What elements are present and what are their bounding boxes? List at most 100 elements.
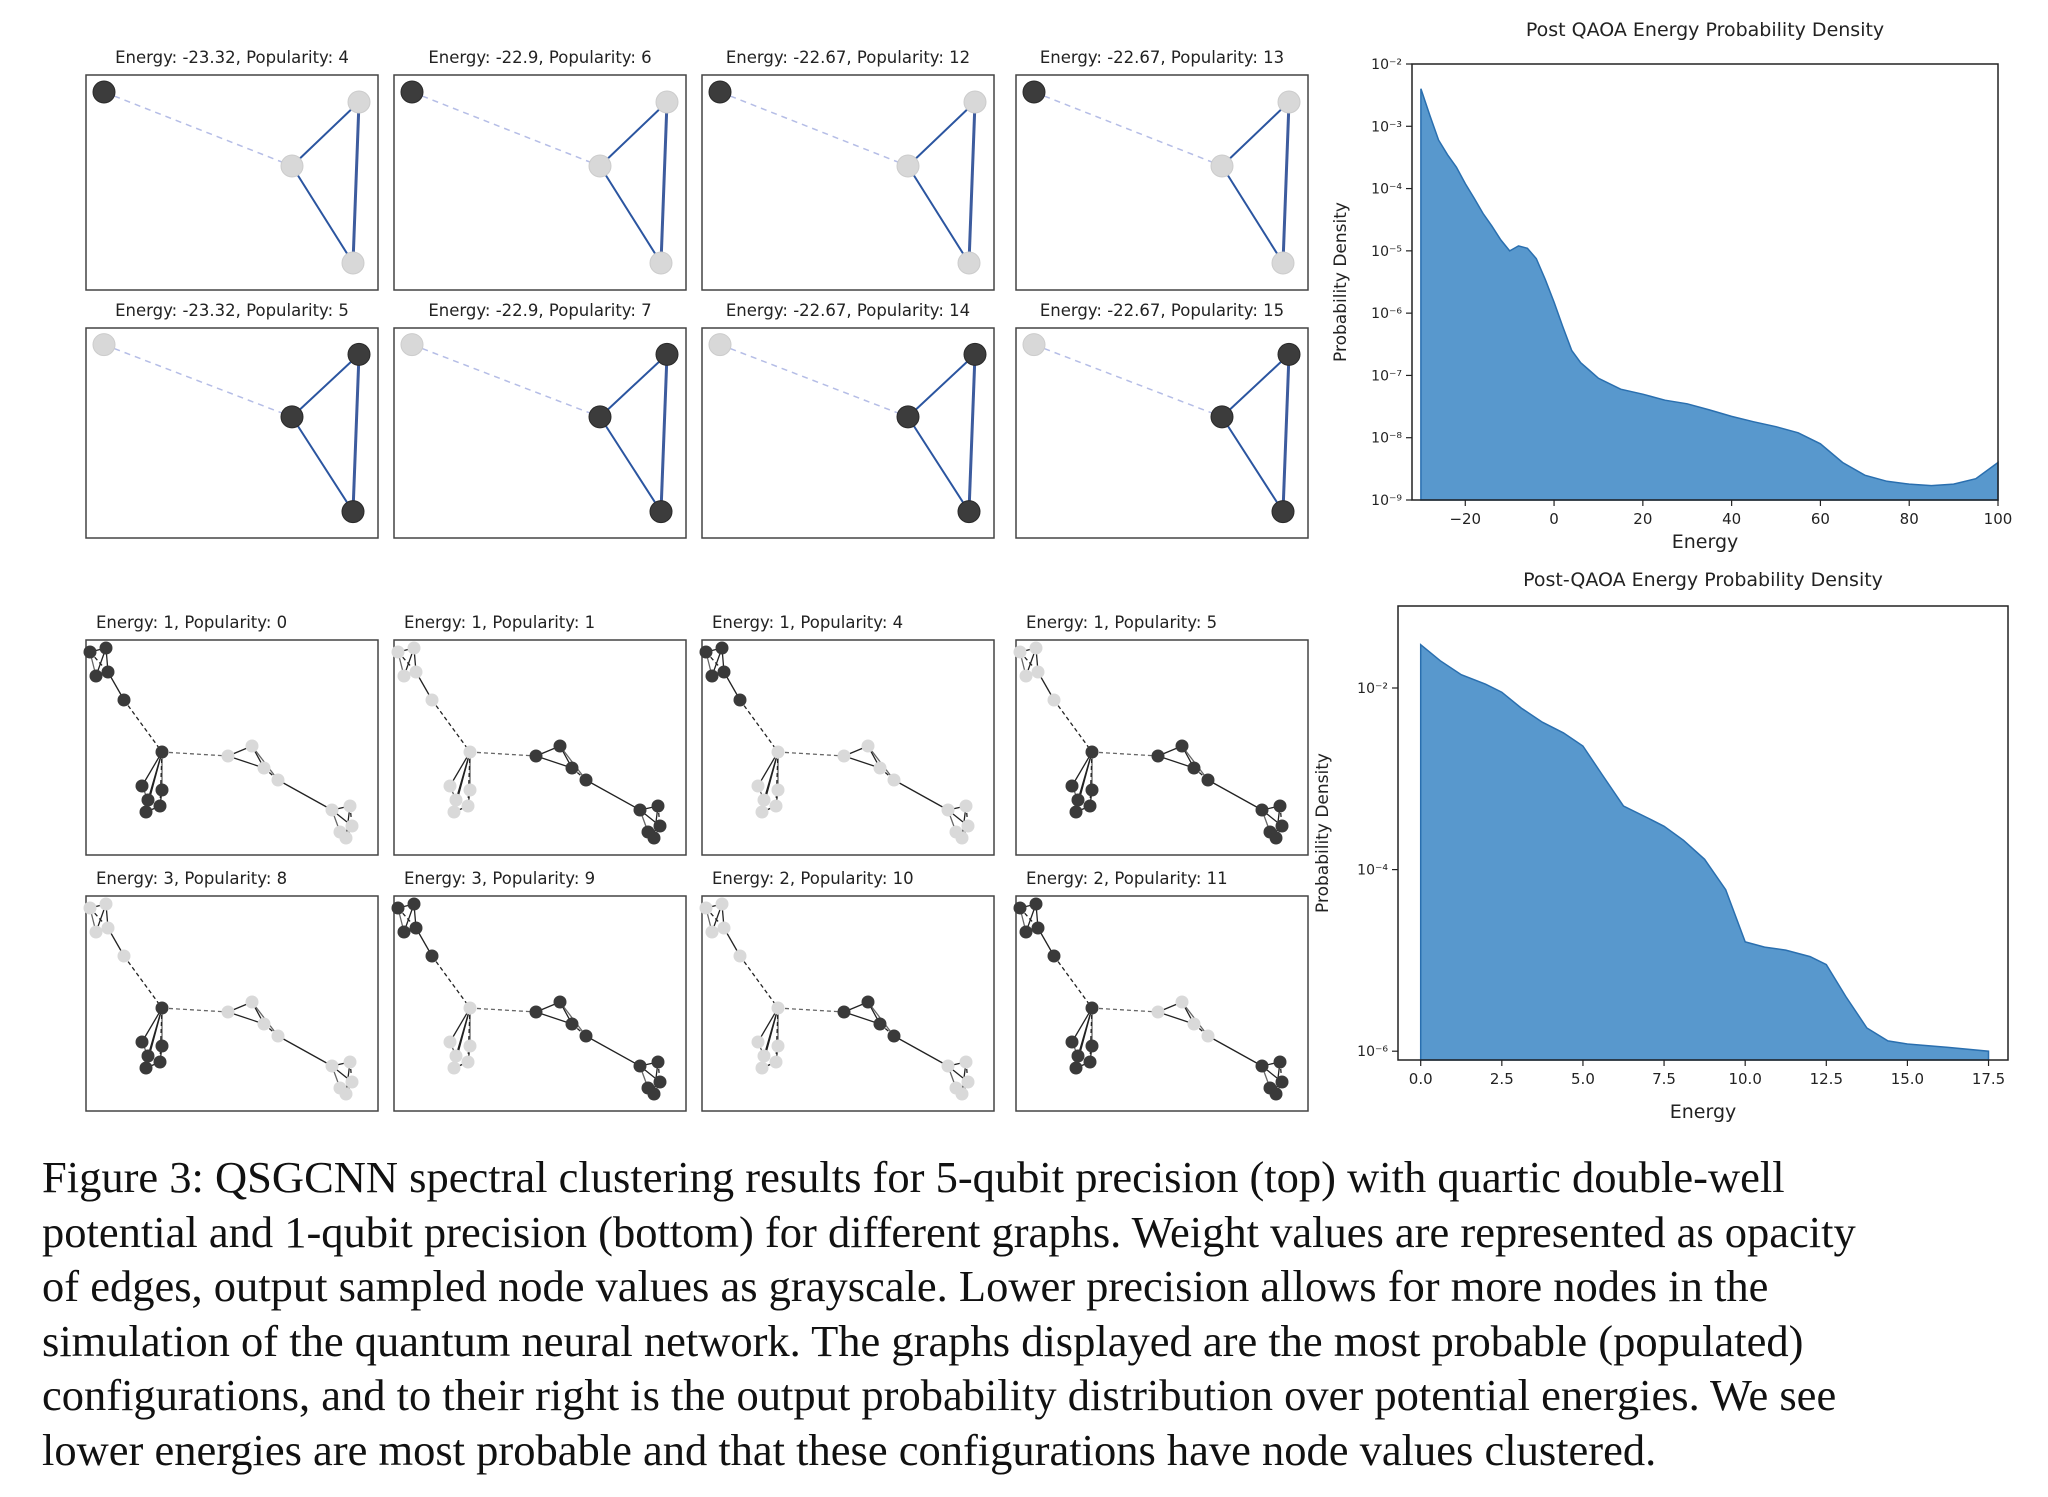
graph-node <box>221 1005 235 1019</box>
graph-node <box>153 1055 167 1069</box>
x-tick-label: 80 <box>1900 510 1919 528</box>
graph-node <box>347 342 371 366</box>
graph-node <box>101 921 115 935</box>
graph-node <box>325 1059 339 1073</box>
graph-node <box>861 739 875 753</box>
graph-node <box>343 1055 357 1069</box>
graph-node <box>280 405 304 429</box>
panel-title: Energy: -22.67, Popularity: 15 <box>1040 301 1284 320</box>
graph-node <box>647 831 661 845</box>
caption-line-5: configurations, and to their right is th… <box>42 1370 1837 1420</box>
graph-node <box>751 779 765 793</box>
graph-node <box>1269 1087 1283 1101</box>
graph-node <box>400 80 424 104</box>
caption-method-name: QSGCNN <box>215 1152 399 1202</box>
graph-edge <box>1221 353 1290 418</box>
graph-node <box>221 749 235 763</box>
graph-node <box>345 819 359 833</box>
graph-panel: Energy: 2, Popularity: 11 <box>1013 869 1309 1112</box>
graph-node <box>771 1001 785 1015</box>
graph-node <box>755 805 769 819</box>
graph-node <box>705 669 719 683</box>
graph-node <box>655 342 679 366</box>
graph-panel: Energy: -22.9, Popularity: 6 <box>393 48 687 291</box>
graph-node <box>407 897 421 911</box>
graph-edge <box>893 779 949 811</box>
graph-node <box>1029 641 1043 655</box>
graph-node <box>141 793 155 807</box>
panel-frame <box>393 327 687 539</box>
graph-node <box>391 645 405 659</box>
graph-node <box>1085 783 1099 797</box>
x-axis-label: Energy <box>1670 1101 1737 1123</box>
caption-line-3: of edges, output sampled node values as … <box>42 1261 1769 1311</box>
graph-edge <box>351 354 361 512</box>
graph-node <box>271 1029 285 1043</box>
chart-title: Post-QAOA Energy Probability Density <box>1523 569 1883 591</box>
graph-edge <box>1053 955 1093 1009</box>
graph-node <box>1083 799 1097 813</box>
graph-node <box>1210 405 1234 429</box>
graph-node <box>1275 819 1289 833</box>
panel-frame <box>393 895 687 1112</box>
graph-node <box>1069 805 1083 819</box>
graph-edge <box>907 101 976 167</box>
graph-node <box>708 80 732 104</box>
graph-node <box>757 793 771 807</box>
graph-edge <box>467 751 471 807</box>
graph-node <box>837 749 851 763</box>
graph-edge <box>1221 416 1284 513</box>
panel-title: Energy: -23.32, Popularity: 4 <box>115 48 349 67</box>
x-tick-label: 7.5 <box>1652 1070 1676 1088</box>
graph-node <box>941 803 955 817</box>
graph-node <box>139 805 153 819</box>
graph-edge <box>1089 751 1093 807</box>
graph-panel: Energy: -22.67, Popularity: 14 <box>701 301 995 539</box>
graph-node <box>400 333 424 357</box>
graph-node <box>941 1059 955 1073</box>
graph-node <box>1085 1039 1099 1053</box>
y-tick-label: 10⁻⁶ <box>1371 306 1402 322</box>
y-tick-label: 10⁻² <box>1371 57 1402 73</box>
graph-edge <box>449 1007 471 1043</box>
graph-node <box>1269 831 1283 845</box>
panel-frame <box>701 639 995 856</box>
x-tick-label: 0.0 <box>1409 1070 1433 1088</box>
graph-node <box>1210 154 1234 178</box>
graph-node <box>579 773 593 787</box>
graph-panel: Energy: 1, Popularity: 4 <box>699 613 995 856</box>
graph-node <box>92 333 116 357</box>
graph-edge <box>449 751 471 787</box>
x-tick-label: 60 <box>1811 510 1830 528</box>
graph-node <box>715 641 729 655</box>
graph-node <box>553 995 567 1009</box>
graph-node <box>449 793 463 807</box>
figure-caption: Figure 3: QSGCNN spectral clustering res… <box>42 1150 2022 1477</box>
graph-node <box>341 251 365 275</box>
graph-node <box>1013 901 1027 915</box>
graph-node <box>325 803 339 817</box>
graph-node <box>347 90 371 114</box>
y-axis-label: Probability Density <box>1331 202 1351 362</box>
panel-title: Energy: 2, Popularity: 10 <box>712 869 914 888</box>
graph-node <box>655 90 679 114</box>
graph-node <box>653 1075 667 1089</box>
panel-frame <box>701 74 995 291</box>
graph-node <box>1275 1075 1289 1089</box>
graph-node <box>1071 793 1085 807</box>
x-tick-label: 20 <box>1633 510 1652 528</box>
panel-title: Energy: -22.9, Popularity: 7 <box>428 301 651 320</box>
graph-node <box>961 819 975 833</box>
graph-node <box>963 342 987 366</box>
graph-edge <box>103 91 293 167</box>
y-tick-label: 10⁻⁴ <box>1371 182 1402 198</box>
graph-node <box>1019 925 1033 939</box>
graph-edge <box>739 955 779 1009</box>
graph-node <box>751 1035 765 1049</box>
graph-node <box>245 739 259 753</box>
graph-node <box>963 90 987 114</box>
graph-node <box>1175 995 1189 1009</box>
graph-node <box>245 995 259 1009</box>
graph-node <box>391 901 405 915</box>
graph-edge <box>967 354 977 512</box>
